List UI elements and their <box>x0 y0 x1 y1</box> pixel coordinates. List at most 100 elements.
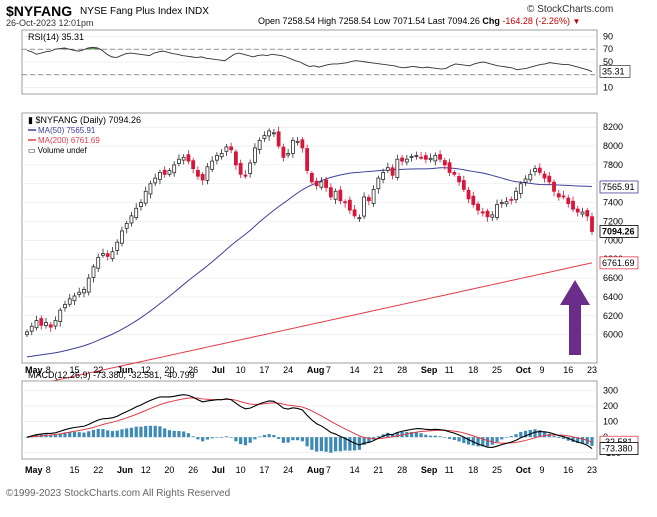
macd-histogram-bar <box>353 437 357 451</box>
x-tick-label: 14 <box>350 365 360 375</box>
high-value: 7258.54 <box>338 16 372 26</box>
candle-body <box>495 204 499 218</box>
macd-histogram-bar <box>386 432 390 438</box>
candle-body <box>404 158 409 163</box>
macd-histogram-bar <box>272 434 276 438</box>
quote-bar: Open 7258.54 High 7258.54 Low 7071.54 La… <box>258 16 580 26</box>
candle-body <box>400 157 404 162</box>
x-tick-label: 23 <box>587 365 597 375</box>
candle-body <box>143 190 148 204</box>
low-value: 7071.54 <box>392 16 426 26</box>
candle-body <box>158 172 162 180</box>
macd-histogram-bar <box>234 437 238 442</box>
x-tick-label: Oct <box>516 365 531 375</box>
x-tick-label: 11 <box>445 365 454 375</box>
macd-histogram-bar <box>167 430 172 438</box>
candle-body <box>580 211 585 215</box>
price-tick-label: 7400 <box>603 198 623 208</box>
macd-histogram-bar <box>120 429 124 438</box>
candle-body <box>457 176 461 183</box>
x-tick-label: 9 <box>540 365 545 375</box>
macd-histogram-bar <box>91 429 96 438</box>
candle-body <box>409 155 414 158</box>
x-tick-label: 9 <box>540 465 545 475</box>
price-tick-label: 6600 <box>603 273 623 283</box>
last-price-value: 7094.26 <box>602 226 635 236</box>
x-tick-label: 25 <box>492 365 502 375</box>
candle-body <box>328 187 333 198</box>
x-tick-label: 22 <box>93 465 103 475</box>
macd-histogram-bar <box>182 431 186 438</box>
x-tick-label: 20 <box>164 365 174 375</box>
x-tick-label: 24 <box>283 365 293 375</box>
chg-label: Chg <box>482 16 500 26</box>
price-tick-label: 6400 <box>603 292 623 302</box>
macd-histogram-bar <box>357 437 361 450</box>
macd-tick-label: 300 <box>603 385 618 395</box>
macd-histogram-bar <box>485 437 490 447</box>
last-value: 7094.26 <box>447 16 480 26</box>
macd-histogram-bar <box>495 437 499 442</box>
candle-body <box>509 199 514 201</box>
macd-histogram-bar <box>72 431 77 438</box>
macd-histogram-bar <box>63 432 67 438</box>
x-tick-label: 26 <box>188 365 198 375</box>
macd-histogram-bar <box>414 432 418 438</box>
candle-body <box>177 158 181 164</box>
candle-body <box>305 148 310 171</box>
candle-body <box>571 200 575 210</box>
macd-histogram-bar <box>319 437 323 452</box>
ma50-last-value: 7565.91 <box>602 182 635 192</box>
candle-body <box>72 295 77 302</box>
stockcharts-logo[interactable]: © StockCharts.com <box>527 4 614 15</box>
macd-histogram-bar <box>53 434 58 438</box>
macd-histogram-bar <box>163 428 167 438</box>
x-tick-label: 22 <box>93 365 103 375</box>
candle-body <box>162 169 167 175</box>
macd-histogram-bar <box>158 426 162 438</box>
x-tick-label: Jun <box>117 465 133 475</box>
ma200-legend: MA(200) 6761.69 <box>38 136 100 145</box>
macd-histogram-bar <box>561 437 566 439</box>
macd-histogram-bar <box>115 430 119 438</box>
rsi-line <box>26 46 593 73</box>
candle-body <box>101 253 105 256</box>
candle-body <box>115 241 120 251</box>
candle-body <box>476 203 480 211</box>
macd-histogram-bar <box>68 431 72 438</box>
rsi-last-badge <box>599 65 631 78</box>
macd-histogram-bar <box>110 431 115 438</box>
macd-histogram-bar <box>542 431 547 438</box>
candle-body <box>224 146 229 152</box>
macd-histogram-bar <box>277 437 281 439</box>
candle-body <box>575 208 580 213</box>
x-tick-label: 18 <box>468 465 478 475</box>
macd-histogram-bar <box>315 437 319 452</box>
candle-body <box>295 140 300 143</box>
macd-histogram-bar <box>395 432 399 438</box>
macd-histogram-bar <box>424 434 428 438</box>
last-price-badge <box>599 225 639 238</box>
x-tick-label: 7 <box>326 465 331 475</box>
macd-histogram-bar <box>519 431 523 438</box>
candle-body <box>77 291 82 295</box>
macd-histogram-bar <box>457 437 461 442</box>
x-tick-label: 23 <box>587 465 597 475</box>
macd-last-badge <box>599 442 639 456</box>
macd-histogram-bar <box>476 437 480 447</box>
macd-histogram-bar <box>376 436 380 438</box>
symbol-description: NYSE Fang Plus Index INDX <box>80 6 209 17</box>
macd-histogram-bar <box>258 436 262 438</box>
low-label: Low <box>373 16 391 26</box>
macd-histogram-bar <box>229 437 233 438</box>
macd-histogram-bar <box>215 437 219 438</box>
macd-histogram-bar <box>466 437 471 445</box>
x-tick-label: 12 <box>141 365 151 375</box>
macd-histogram-bar <box>452 437 456 440</box>
x-tick-label: 26 <box>188 465 198 475</box>
candle-body <box>385 167 390 171</box>
macd-histogram-bar <box>557 437 561 439</box>
price-tick-label: 7800 <box>603 160 623 170</box>
macd-histogram-bar <box>106 430 110 438</box>
